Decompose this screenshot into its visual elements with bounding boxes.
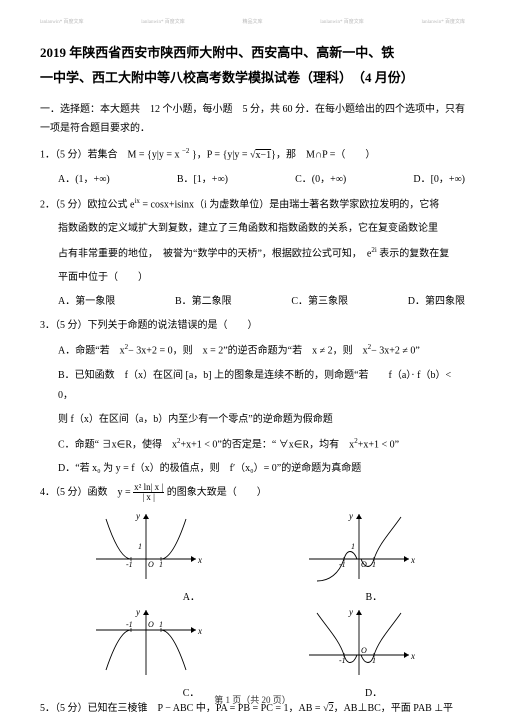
q2-options: A．第一象限 B．第二象限 C．第三象限 D．第四象限 [40,292,465,312]
q1-opt-d: D．[0，+∞) [413,170,465,190]
svg-text:x: x [410,555,415,565]
wm4: lanlanwin* 百度文库 [320,18,363,25]
q1-mid2: }，那 [271,150,296,161]
wm1: lanlanwin* 百度文库 [40,18,83,25]
svg-text:-1: -1 [126,620,133,629]
svg-text:O: O [148,560,154,569]
q4-frac: x² ln| x | | x | [133,483,164,502]
wm2: lanlanwin* 百度文库 [141,18,184,25]
svg-text:-1: -1 [126,560,133,569]
title-line2: 一中学、西工大附中等八校高考数学模拟试卷（理科） （4 月份） [40,70,414,85]
q3-opt-b2: 则 f（x）在区间（a，b）内至少有一个零点”的逆命题为假命题 [40,410,465,430]
svg-text:y: y [135,511,140,521]
q3-opt-a: A．命题“若 x2− 3x+2 = 0，则 x = 2”的逆否命题为“若 x ≠… [40,340,465,361]
q2-l3: 占有非常重要的地位， 被誉为“数学中的天桥”，根据欧拉公式可知， e2i 表示的… [40,243,465,264]
svg-text:O: O [148,620,154,629]
q2-l1pre: 2．（5 分）欧拉公式 e [40,199,134,210]
svg-text:x: x [197,555,202,565]
svg-text:y: y [348,511,353,521]
page-footer: 第 1 页（共 20 页） [0,693,505,706]
q2-l3post: 表示的复数在复 [377,248,450,259]
exam-title: 2019 年陕西省西安市陕西师大附中、西安高中、高新一中、铁 一中学、西工大附中… [40,41,465,90]
svg-text:O: O [361,646,367,655]
q1-opt-c: C．(0，+∞) [295,170,346,190]
graph-d: x y O 1 -1 [299,605,419,680]
wm5: lanlanwin* 百度文库 [421,18,464,25]
graphs-row-2: x y O 1 -1 x y O 1 -1 [40,605,465,680]
svg-text:1: 1 [351,542,355,551]
question-1: 1．（5 分）若集合 M = {y|y = x −2 }，P = {y|y = … [40,144,465,165]
svg-text:1: 1 [159,620,163,629]
q2-l2: 指数函数的定义域扩大到复数，建立了三角函数和指数函数的关系，它在复变函数论里 [40,219,465,239]
q3a-pre: A．命题“若 x [58,346,125,357]
q2-opt-c: C．第三象限 [291,292,348,312]
q1-conc: M∩P =（ ） [296,150,375,161]
title-line1: 2019 年陕西省西安市陕西师大附中、西安高中、高新一中、铁 [40,45,394,60]
svg-text:x: x [197,626,202,636]
graphs-row-1: x y O 1 -1 1 x y O 1 -1 1 [40,509,465,584]
svg-text:x: x [410,651,415,661]
q3-opt-c: C．命题“ ∃x∈R，使得 x2+x+1 < 0”的否定是：“ ∀x∈R，均有 … [40,434,465,455]
graph-b: x y O 1 -1 1 [299,509,419,584]
q4-post: 的图象大致是（ ） [167,487,267,498]
graph-c: x y O 1 -1 [86,605,206,680]
svg-text:1: 1 [372,560,376,569]
q2-opt-d: D．第四象限 [408,292,465,312]
svg-text:y: y [348,607,353,617]
q1-sqrt: x−1 [256,146,272,166]
q2-l1post: = cosx+isinx（i 为虚数单位）是由瑞士著名数学家欧拉发明的，它将 [140,199,439,210]
q3-opt-d: D．“若 x₀ 为 y = f（x）的极值点，则 f′（x₀）= 0”的逆命题为… [40,459,465,479]
q4-pre: 4．（5 分）函数 y = [40,487,131,498]
q3c-mid: +x+1 < 0”的否定是：“ ∀x∈R，均有 x [181,439,355,450]
q3a-post: − 3x+2 ≠ 0” [371,346,420,357]
section-header: 一．选择题：本大题共 12 个小题，每小题 5 分，共 60 分．在每小题给出的… [40,100,465,138]
question-4: 4．（5 分）函数 y = x² ln| x | | x | 的图象大致是（ ） [40,483,465,503]
q2-opt-b: B．第二象限 [175,292,232,312]
q3a-mid: − 3x+2 = 0，则 x = 2”的逆否命题为“若 x ≠ 2，则 x [128,346,367,357]
q4-den: | x | [133,493,164,502]
q3c-pre: C．命题“ ∃x∈R，使得 x [58,439,177,450]
q2-l3pre: 占有非常重要的地位， 被誉为“数学中的天桥”，根据欧拉公式可知， e [58,248,371,259]
svg-text:1: 1 [372,656,376,665]
svg-text:1: 1 [138,542,142,551]
svg-text:1: 1 [159,560,163,569]
question-2: 2．（5 分）欧拉公式 eix = cosx+isinx（i 为虚数单位）是由瑞… [40,194,465,215]
q1-opt-b: B．[1，+∞) [177,170,228,190]
graph-labels-1: A． B． [40,588,465,603]
wm3: 精品文库 [242,18,262,25]
svg-text:y: y [135,607,140,617]
watermark-row: lanlanwin* 百度文库 lanlanwin* 百度文库 精品文库 lan… [40,18,465,25]
q2-l4: 平面中位于（ ） [40,268,465,288]
q3c-post: +x+1 < 0” [358,439,399,450]
q1-opt-a: A．(1，+∞) [58,170,110,190]
label-a: A． [183,588,200,603]
q2-opt-a: A．第一象限 [58,292,115,312]
graph-a: x y O 1 -1 1 [86,509,206,584]
q3-opt-b: B．已知函数 f（x）在区间 [a，b] 上的图象是连续不断的，则命题“若 f（… [40,366,465,406]
q1-mid1: }，P = {y|y = [189,150,250,161]
q1-options: A．(1，+∞) B．[1，+∞) C．(0，+∞) D．[0，+∞) [40,170,465,190]
label-b: B． [366,588,383,603]
question-3: 3．（5 分）下列关于命题的说法错误的是（ ） [40,316,465,336]
q1-prefix: 1．（5 分）若集合 M = {y|y = x [40,150,182,161]
